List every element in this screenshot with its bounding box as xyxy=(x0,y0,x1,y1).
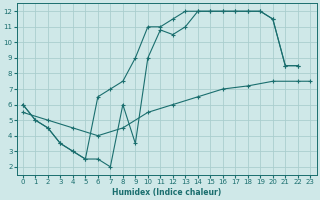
X-axis label: Humidex (Indice chaleur): Humidex (Indice chaleur) xyxy=(112,188,221,197)
